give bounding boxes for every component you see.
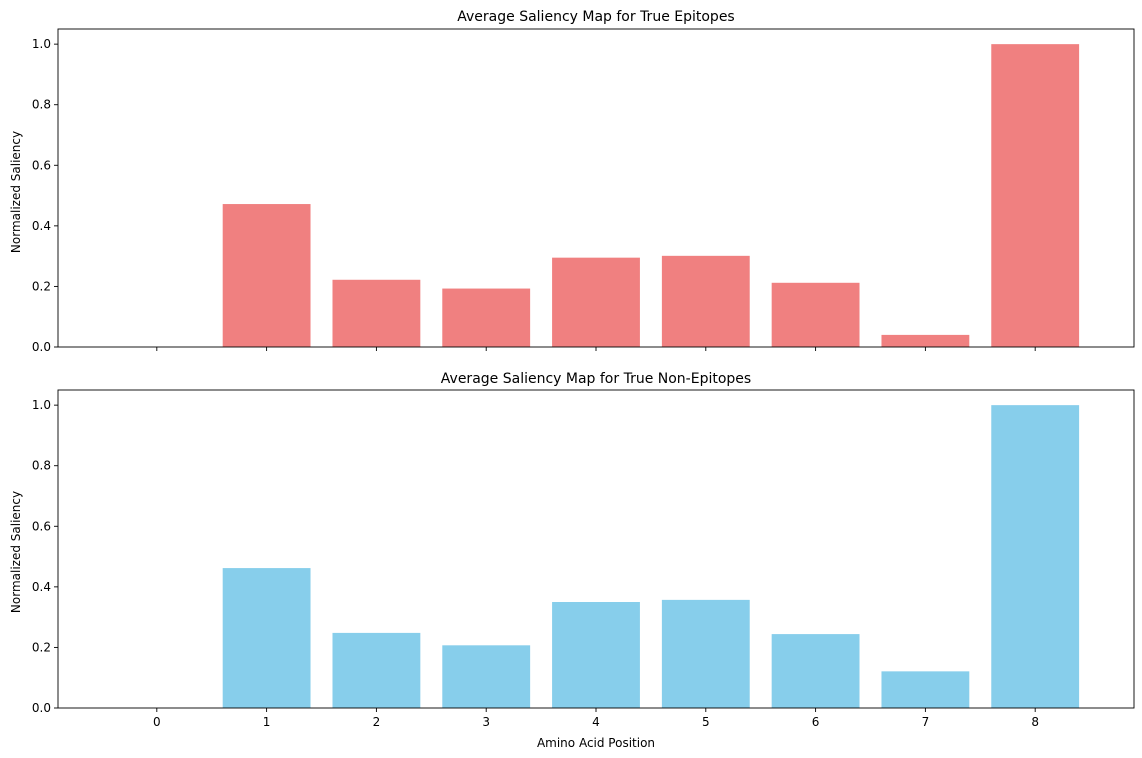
epitopes-y-tick-label: 1.0 — [32, 37, 51, 51]
epitopes-bar-2 — [332, 279, 421, 347]
epitopes-bars — [222, 44, 1080, 347]
epitopes-bar-3 — [442, 288, 531, 347]
non-epitopes-x-tick-label: 5 — [702, 715, 710, 729]
epitopes-bar-8 — [991, 44, 1080, 347]
non-epitopes-y-tick-label: 1.0 — [32, 398, 51, 412]
epitopes-bar-4 — [552, 257, 640, 347]
non-epitopes-y-tick-label: 0.8 — [32, 459, 51, 473]
non-epitopes-x-tick-label: 7 — [922, 715, 930, 729]
non-epitopes-xlabel: Amino Acid Position — [537, 736, 655, 750]
non-epitopes-x-tick-label: 2 — [373, 715, 381, 729]
epitopes-y-tick-label: 0.0 — [32, 340, 51, 354]
non-epitopes-bar-4 — [552, 602, 640, 708]
epitopes-y-tick-label: 0.2 — [32, 279, 51, 293]
non-epitopes-y-ticks: 0.0 0.2 0.4 0.6 0.8 1.0 — [32, 398, 58, 715]
epitopes-x-ticks — [156, 347, 1036, 351]
non-epitopes-y-tick-label: 0.6 — [32, 519, 51, 533]
epitopes-y-tick-label: 0.4 — [32, 219, 51, 233]
epitopes-bar-7 — [881, 334, 970, 347]
non-epitopes-y-tick-label: 0.4 — [32, 580, 51, 594]
epitopes-y-tick-label: 0.8 — [32, 98, 51, 112]
non-epitopes-ylabel: Normalized Saliency — [9, 491, 23, 613]
non-epitopes-bar-1 — [222, 568, 311, 708]
non-epitopes-plot-frame — [57, 389, 1135, 709]
non-epitopes-x-ticks: 0 1 2 3 4 5 6 7 8 — [153, 708, 1039, 729]
non-epitopes-x-tick-label: 8 — [1031, 715, 1039, 729]
non-epitopes-x-tick-label: 6 — [812, 715, 820, 729]
non-epitopes-x-tick-label: 0 — [153, 715, 161, 729]
non-epitopes-x-tick-label: 3 — [482, 715, 490, 729]
epitopes-ylabel: Normalized Saliency — [9, 131, 23, 253]
non-epitopes-bar-6 — [771, 634, 860, 708]
non-epitopes-x-tick-label: 1 — [263, 715, 271, 729]
epitopes-bar-5 — [661, 255, 750, 347]
epitopes-bar-6 — [771, 282, 860, 347]
epitopes-plot-frame — [57, 28, 1135, 348]
non-epitopes-bar-2 — [332, 632, 421, 708]
non-epitopes-bar-7 — [881, 671, 970, 708]
non-epitopes-bar-5 — [661, 599, 750, 708]
non-epitopes-bars — [222, 405, 1080, 708]
non-epitopes-y-tick-label: 0.2 — [32, 640, 51, 654]
non-epitopes-bar-3 — [442, 645, 531, 708]
epitopes-y-ticks: 0.0 0.2 0.4 0.6 0.8 1.0 — [32, 37, 58, 354]
epitopes-title: Average Saliency Map for True Epitopes — [457, 9, 734, 25]
non-epitopes-y-tick-label: 0.0 — [32, 701, 51, 715]
epitopes-y-tick-label: 0.6 — [32, 158, 51, 172]
epitopes-panel: Average Saliency Map for True Epitopes N… — [9, 9, 1135, 354]
non-epitopes-bar-8 — [991, 405, 1080, 708]
non-epitopes-title: Average Saliency Map for True Non-Epitop… — [441, 371, 751, 387]
epitopes-bar-1 — [222, 204, 311, 347]
non-epitopes-panel: Average Saliency Map for True Non-Epitop… — [9, 371, 1135, 750]
non-epitopes-x-tick-label: 4 — [592, 715, 600, 729]
